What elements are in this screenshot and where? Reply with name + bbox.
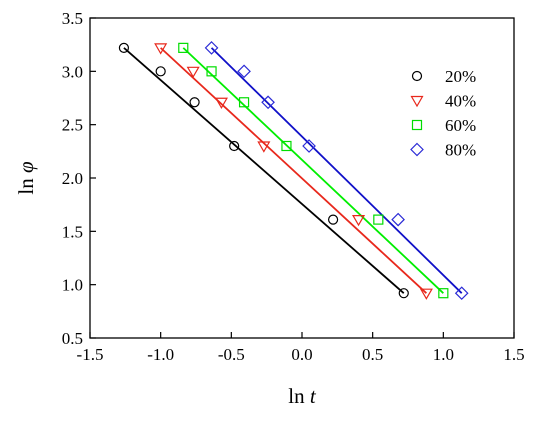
- legend-label-series-4: 80%: [445, 141, 476, 160]
- data-point-series-4: [454, 286, 469, 301]
- fit-lines: [123, 47, 463, 294]
- y-axis-label-var: φ: [14, 161, 38, 173]
- y-tick-label: 2.0: [62, 169, 83, 188]
- data-point-series-3: [373, 214, 384, 225]
- data-point-series-2: [154, 43, 168, 55]
- y-axis-label-main: ln: [14, 178, 38, 195]
- x-axis-label-main: ln: [288, 384, 305, 408]
- data-point-series-4: [261, 95, 275, 110]
- data-point-series-3: [438, 288, 449, 299]
- data-point-series-1: [118, 42, 130, 53]
- x-axis-label: ln t: [288, 384, 317, 408]
- fit-line-series-3: [182, 47, 444, 294]
- data-point-series-4: [302, 139, 316, 153]
- axis-ticks: -1.5 -1.0 -0.5 0.0 0.5 1.0 1.5 0.5 1.0 1.5 2.0 2.5 3…: [62, 9, 525, 364]
- legend-marker-series-3: [411, 119, 423, 131]
- data-point-series-4: [391, 212, 405, 227]
- y-axis-label: ln φ: [14, 161, 38, 195]
- data-point-series-1: [398, 288, 409, 299]
- data-point-series-2: [186, 66, 200, 79]
- x-tick-label: 1.0: [433, 345, 454, 364]
- y-tick-label: 1.0: [62, 276, 83, 295]
- legend-marker-series-4: [410, 142, 424, 157]
- data-point-series-3: [178, 42, 189, 53]
- data-point-series-1: [155, 66, 166, 77]
- legend-label-series-2: 40%: [445, 92, 476, 111]
- y-tick-label: 3.5: [62, 9, 83, 28]
- data-point-series-4: [237, 64, 251, 79]
- data-point-series-3: [238, 97, 250, 108]
- data-point-series-3: [281, 140, 292, 152]
- x-tick-label: 1.5: [503, 345, 524, 364]
- fit-line-series-1: [123, 47, 405, 294]
- data-point-series-2: [214, 97, 228, 109]
- x-tick-label: 0.0: [291, 345, 312, 364]
- data-point-series-3: [206, 66, 217, 77]
- legend-marker-series-2: [410, 95, 424, 108]
- legend-label-series-1: 20%: [445, 67, 476, 86]
- data-point-series-2: [257, 141, 271, 153]
- x-tick-label: -1.5: [77, 345, 104, 364]
- x-tick-label: 0.5: [362, 345, 383, 364]
- y-tick-label: 3.0: [62, 62, 83, 81]
- legend-label-series-3: 60%: [445, 116, 476, 135]
- y-tick-label: 2.5: [62, 116, 83, 135]
- x-tick-label: -1.0: [147, 345, 174, 364]
- data-point-series-1: [189, 97, 200, 108]
- data-point-series-1: [327, 214, 339, 225]
- y-tick-label: 1.5: [62, 222, 83, 241]
- x-tick-label: -0.5: [218, 345, 245, 364]
- data-point-series-2: [419, 288, 433, 300]
- y-tick-label: 0.5: [62, 329, 83, 348]
- legend-marker-series-1: [411, 70, 423, 82]
- fit-line-series-2: [160, 47, 427, 294]
- data-markers: [118, 41, 469, 301]
- fit-line-series-4: [210, 47, 463, 294]
- data-point-series-1: [229, 140, 240, 152]
- data-point-series-2: [351, 215, 366, 227]
- x-axis-label-var: t: [310, 384, 317, 408]
- legend: 20% 40% 60% 80%: [410, 67, 476, 160]
- data-point-series-4: [204, 41, 219, 55]
